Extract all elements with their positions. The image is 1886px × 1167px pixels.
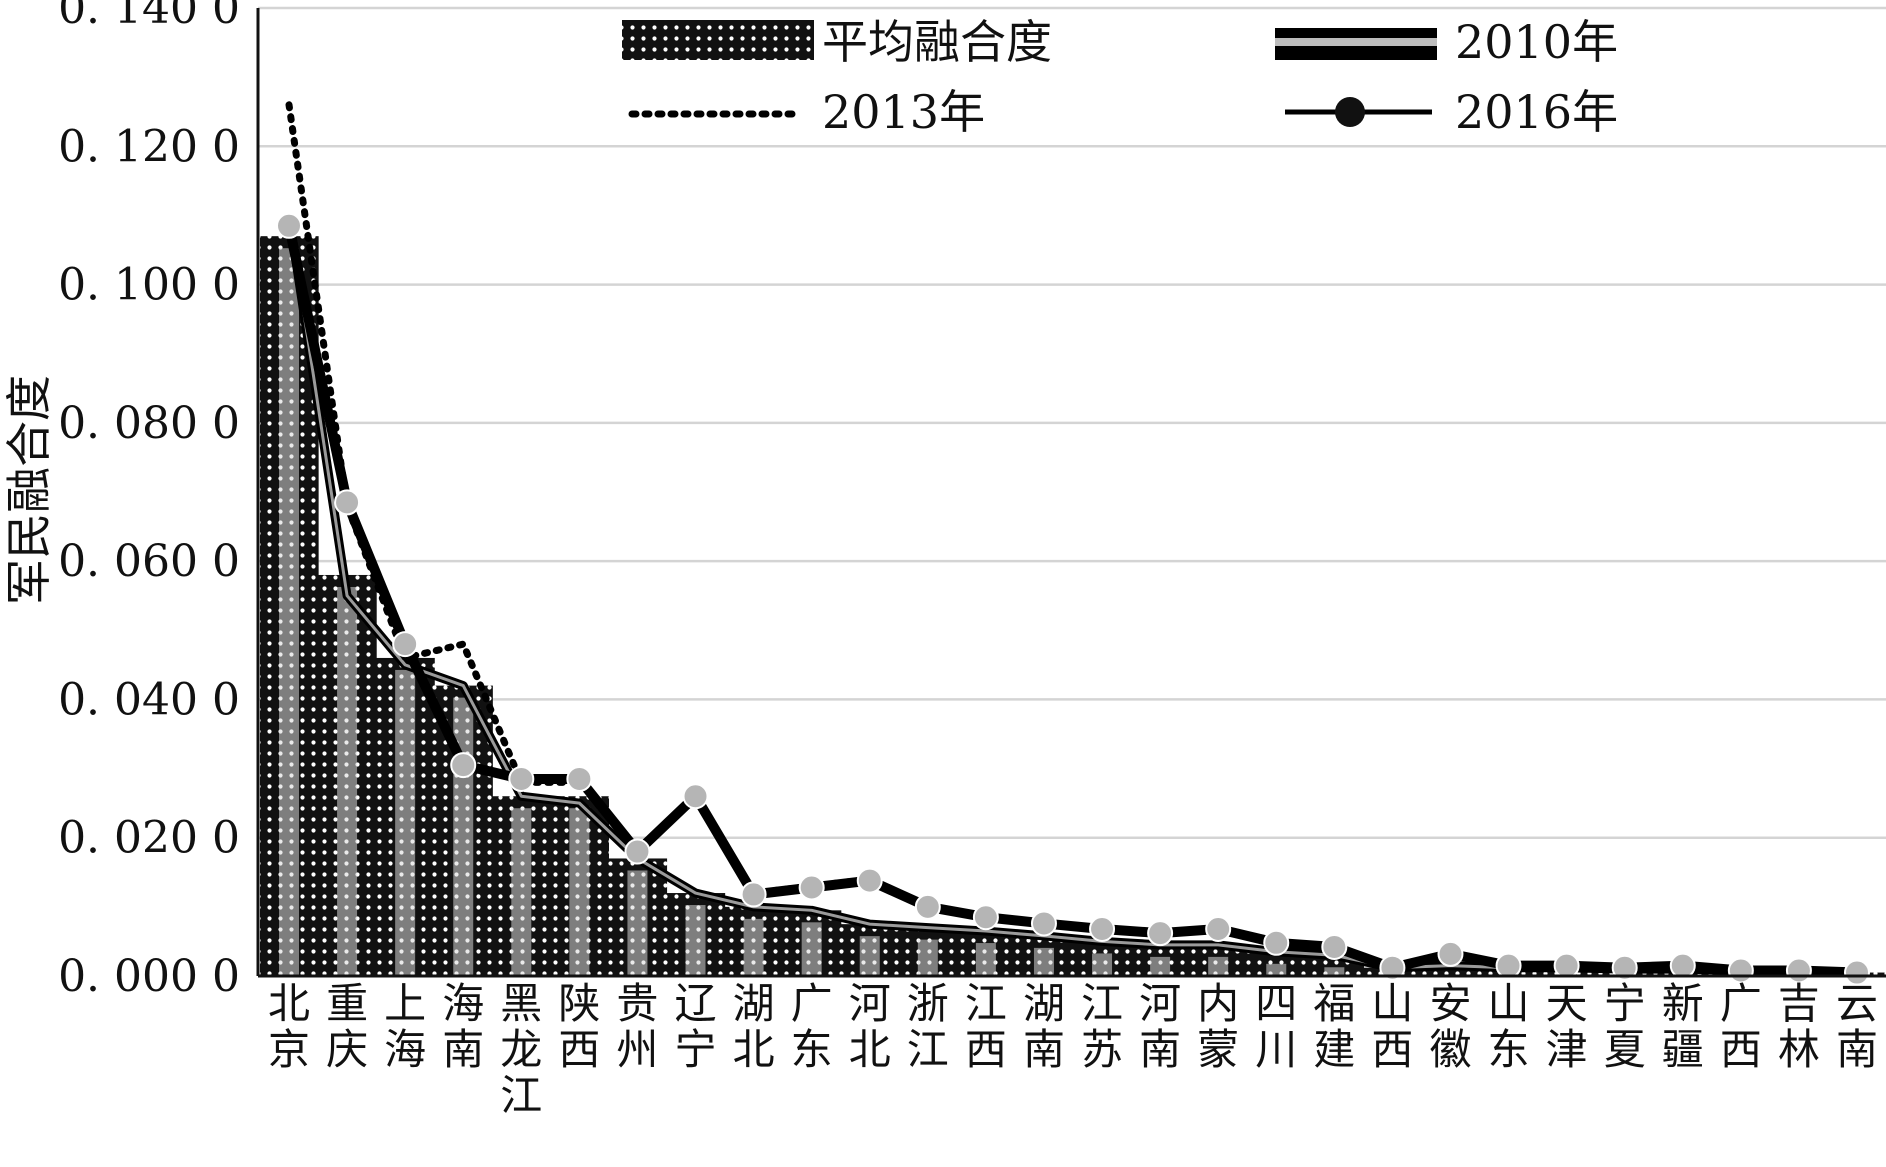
legend-label-2016: 2016年 [1455,85,1618,139]
point-2016 [1844,959,1870,986]
bar-stripe [1208,956,1229,976]
x-category-label: 宁夏 [1604,979,1646,1074]
bar-stripe [801,922,822,976]
x-category-label: 江西 [965,979,1007,1074]
bar-stripe [279,248,299,976]
x-category-label: 云南 [1836,979,1878,1074]
bar-stripe [975,943,996,976]
bar-stripe [1033,947,1054,976]
x-category-label: 上海 [384,979,426,1074]
x-category-label: 黑龙江 [500,979,542,1120]
x-category-label: 陕西 [558,979,600,1074]
point-2016 [1030,910,1057,937]
point-2016 [276,212,302,239]
x-category-label: 江苏 [1081,979,1123,1074]
x-category-label: 湖北 [733,979,775,1074]
x-category-label: 河南 [1139,979,1181,1074]
lines [284,101,1861,978]
point-2016 [1263,929,1290,956]
point-2016 [1379,954,1406,981]
bar-stripe [743,918,764,976]
point-2016 [1089,915,1116,942]
point-2016 [798,874,825,901]
bar-stripe [1266,963,1287,976]
bar-stripe [511,808,532,976]
legend-label-avg: 平均融合度 [822,15,1052,69]
x-category-label: 辽宁 [675,979,717,1074]
series-line-2016 [284,224,1858,978]
point-2016 [1611,954,1638,981]
x-category-label: 广西 [1720,979,1762,1074]
x-category-label: 山东 [1488,979,1530,1074]
bar [1421,965,1481,976]
x-category-label: 内蒙 [1197,979,1239,1074]
markers [276,212,1870,986]
y-tick-label: 0. 000 0 [58,951,240,1002]
y-tick-label: 0. 140 0 [58,0,240,34]
legend-swatch-2016-marker [1335,97,1365,127]
point-2016 [508,765,535,792]
y-axis-title: 军民融合度 [2,375,56,605]
point-2016 [334,489,361,516]
x-categories: 北京重庆上海海南黑龙江陕西贵州辽宁湖北广东河北浙江江西湖南江苏河南内蒙四川福建山… [268,979,1878,1120]
bar-stripe [337,586,358,976]
x-category-label: 海南 [442,979,484,1074]
point-2016 [1553,952,1580,979]
legend: 平均融合度 2010年 2013年 2016年 [622,15,1618,139]
point-2016 [1205,915,1232,942]
bar-stripe [627,870,648,976]
bar-stripe [1324,967,1345,976]
y-tick-label: 0. 060 0 [58,536,240,587]
x-category-label: 北京 [268,979,310,1074]
point-2016 [914,893,941,920]
x-category-label: 山西 [1371,979,1413,1074]
y-tick-label: 0. 100 0 [58,260,240,311]
legend-label-2013: 2013年 [822,85,985,139]
y-tick-label: 0. 040 0 [58,674,240,725]
x-category-label: 湖南 [1023,979,1065,1074]
legend-swatch-avg [622,20,814,60]
bars [259,236,1886,976]
legend-swatch-2010-inner [1275,38,1437,46]
bar-stripe [1150,956,1171,976]
y-tick-label: 0. 080 0 [58,398,240,449]
grid-lines [258,6,1886,839]
x-category-label: 安徽 [1429,979,1471,1074]
bar-stripe [1092,953,1113,976]
legend-label-2010: 2010年 [1455,15,1618,69]
x-category-label: 福建 [1313,979,1355,1074]
x-category-label: 贵州 [616,979,658,1074]
point-2016 [1495,952,1522,979]
point-2016 [392,631,419,658]
point-2016 [1669,952,1696,979]
x-category-label: 天津 [1546,979,1588,1074]
bar-stripe [569,808,590,976]
point-2016 [682,783,709,810]
x-category-label: 浙江 [907,979,949,1074]
bar-stripe [917,939,938,976]
bar-stripe [395,669,416,976]
bar-stripe [859,936,880,976]
x-category-label: 四川 [1255,979,1297,1074]
point-2016 [972,904,999,931]
y-tick-label: 0. 020 0 [58,813,240,864]
y-tick-label: 0. 120 0 [58,121,240,172]
x-category-label: 重庆 [326,979,368,1074]
point-2016 [856,867,883,894]
x-category-label: 广东 [791,979,833,1074]
bar-stripe [685,905,706,976]
point-2016 [1437,940,1464,967]
point-2016 [566,765,593,792]
x-category-label: 河北 [849,979,891,1074]
y-ticks: 0. 000 0 0. 020 0 0. 040 0 0. 060 0 0. 080 0… [58,0,240,1002]
point-2016 [624,838,651,865]
point-2016 [450,752,477,779]
point-2016 [1321,933,1348,960]
point-2016 [740,881,767,908]
point-2016 [1147,920,1174,947]
x-category-label: 新疆 [1662,979,1704,1074]
x-category-label: 吉林 [1778,979,1820,1074]
